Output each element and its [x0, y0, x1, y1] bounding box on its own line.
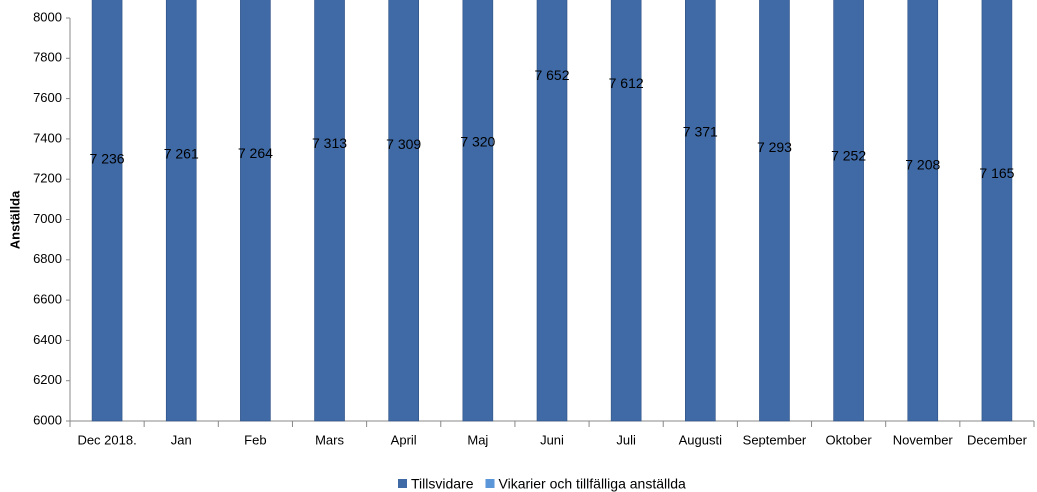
- total-label: 7 313: [312, 135, 347, 151]
- y-tick-label: 7200: [33, 171, 62, 186]
- bar-segment: [240, 0, 271, 422]
- total-label: 7 320: [460, 134, 495, 150]
- bar-segment: [165, 0, 197, 422]
- bar-segment: [91, 0, 123, 422]
- total-label: 7 309: [386, 136, 421, 152]
- y-tick-label: 7600: [33, 90, 62, 105]
- bar-segment: [314, 0, 345, 422]
- x-tick-label: November: [893, 432, 954, 447]
- x-tick-label: Juli: [616, 432, 636, 447]
- x-tick-label: Dec 2018.: [77, 432, 136, 447]
- y-tick-label: 7400: [33, 130, 62, 145]
- x-tick-label: April: [391, 432, 417, 447]
- x-tick-label: September: [743, 432, 807, 447]
- total-label: 7 252: [831, 147, 866, 163]
- y-axis-title: Anställda: [7, 190, 22, 249]
- bar-segment: [833, 0, 864, 422]
- x-tick-label: Augusti: [679, 432, 722, 447]
- total-label: 7 236: [90, 151, 125, 167]
- bar-segment: [536, 0, 568, 422]
- y-tick-label: 6800: [33, 251, 62, 266]
- legend-label: Tillsvidare: [411, 476, 474, 492]
- x-tick-label: Oktober: [825, 432, 872, 447]
- bar-segment: [462, 0, 494, 422]
- total-label: 7 165: [979, 165, 1014, 181]
- bar-segment: [759, 0, 790, 422]
- y-tick-label: 6400: [33, 332, 62, 347]
- y-tick-label: 7000: [33, 211, 62, 226]
- bar-segment: [685, 0, 716, 422]
- bar-segment: [388, 0, 419, 422]
- x-tick-label: Juni: [540, 432, 564, 447]
- y-tick-label: 8000: [33, 9, 62, 24]
- x-tick-label: Jan: [171, 432, 192, 447]
- legend-swatch: [485, 479, 495, 488]
- total-label: 7 652: [534, 67, 569, 83]
- x-tick-label: December: [967, 432, 1028, 447]
- x-tick-label: Maj: [467, 432, 488, 447]
- total-label: 7 612: [609, 75, 644, 91]
- bar-segment: [610, 0, 642, 422]
- y-tick-label: 6600: [33, 292, 62, 307]
- x-tick-label: Feb: [244, 432, 266, 447]
- legend-label: Vikarier och tillfälliga anställda: [499, 476, 686, 492]
- total-label: 7 208: [905, 156, 940, 172]
- x-tick-label: Mars: [315, 432, 344, 447]
- bar-segment: [981, 0, 1013, 422]
- total-label: 7 264: [238, 145, 273, 161]
- y-tick-label: 7800: [33, 50, 62, 65]
- bar-segment: [907, 0, 939, 422]
- total-label: 7 371: [683, 123, 718, 139]
- total-label: 7 261: [164, 146, 199, 162]
- legend-swatch: [398, 479, 407, 488]
- y-tick-label: 6000: [33, 412, 62, 427]
- total-label: 7 293: [757, 139, 792, 155]
- y-tick-label: 6200: [33, 372, 62, 387]
